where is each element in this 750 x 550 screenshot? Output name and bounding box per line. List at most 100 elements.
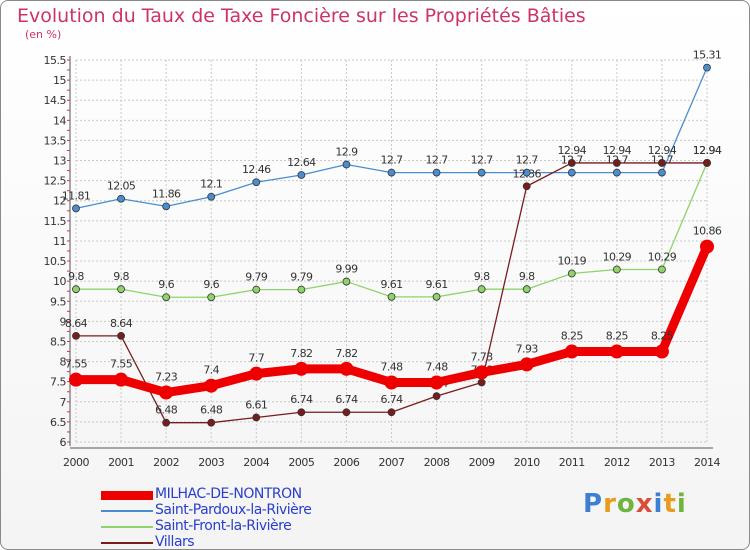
data-point xyxy=(658,168,666,177)
data-point xyxy=(522,285,531,294)
data-label: 12.9 xyxy=(335,146,358,159)
y-tick-label: 14 xyxy=(53,114,66,127)
legend-swatch xyxy=(101,510,153,512)
data-label: 11.86 xyxy=(152,187,181,200)
data-label: 10.86 xyxy=(693,225,722,238)
x-tick-label: 2006 xyxy=(333,456,359,469)
legend-label: Saint-Pardoux-la-Rivière xyxy=(155,502,312,518)
data-point xyxy=(432,292,441,301)
data-point xyxy=(252,285,261,294)
data-point xyxy=(384,375,399,390)
data-point xyxy=(612,265,621,274)
data-point xyxy=(207,192,216,201)
data-label: 8.64 xyxy=(110,317,133,330)
data-point xyxy=(342,408,351,417)
data-label: 12.36 xyxy=(512,167,541,180)
data-label: 12.7 xyxy=(426,154,449,167)
y-tick-label: 13 xyxy=(53,155,66,168)
data-label: 6.74 xyxy=(380,393,403,406)
data-point xyxy=(204,378,219,393)
data-label: 6.74 xyxy=(290,393,313,406)
data-label: 6.48 xyxy=(155,404,178,417)
data-label: 7.55 xyxy=(110,358,133,371)
x-tick-label: 2008 xyxy=(424,456,450,469)
data-point xyxy=(612,159,621,167)
data-point xyxy=(297,285,306,294)
data-point xyxy=(703,63,711,72)
data-point xyxy=(72,285,80,294)
y-tick-label: 7.5 xyxy=(50,376,66,389)
data-label: 7.7 xyxy=(248,352,264,365)
x-tick-label: 2004 xyxy=(243,456,269,469)
data-point xyxy=(117,194,125,203)
data-point xyxy=(519,357,534,372)
chart-subtitle: (en %) xyxy=(25,28,62,41)
data-label: 12.94 xyxy=(693,144,722,157)
data-point xyxy=(387,168,396,177)
data-label: 7.82 xyxy=(290,347,312,360)
data-label: 10.19 xyxy=(558,255,587,268)
data-label: 9.99 xyxy=(335,263,358,276)
data-point xyxy=(69,372,83,387)
y-tick-label: 11.5 xyxy=(44,215,67,228)
data-point xyxy=(117,331,125,340)
data-point xyxy=(703,159,711,167)
data-label: 8.25 xyxy=(651,330,674,343)
x-tick-label: 2005 xyxy=(288,456,314,469)
y-tick-label: 11 xyxy=(53,235,66,248)
data-point xyxy=(72,204,80,213)
data-point xyxy=(72,331,80,340)
y-tick-label: 10 xyxy=(53,275,66,288)
x-tick-label: 2000 xyxy=(63,456,89,469)
x-tick-label: 2013 xyxy=(649,456,675,469)
data-point xyxy=(609,344,624,359)
data-label: 10.29 xyxy=(648,250,677,263)
x-tick-label: 2011 xyxy=(559,456,585,469)
x-tick-label: 2003 xyxy=(198,456,224,469)
y-tick-label: 13.5 xyxy=(44,134,67,147)
chart-title: Evolution du Taux de Taxe Foncière sur l… xyxy=(17,5,586,27)
data-point xyxy=(342,160,351,169)
y-tick-label: 12.5 xyxy=(44,175,67,188)
data-point xyxy=(342,277,351,286)
y-tick-label: 10.5 xyxy=(44,255,67,268)
proxiti-logo: Proxiti xyxy=(583,489,687,519)
data-label: 9.61 xyxy=(380,278,402,291)
y-tick-label: 7 xyxy=(60,396,67,409)
y-tick-label: 8 xyxy=(60,356,67,369)
legend-label: Saint-Front-la-Rivière xyxy=(155,518,292,534)
data-label: 7.48 xyxy=(426,360,449,373)
data-point xyxy=(654,344,669,359)
data-label: 7.55 xyxy=(65,358,88,371)
data-point xyxy=(117,285,125,294)
data-label: 9.8 xyxy=(68,270,84,283)
data-label: 7.93 xyxy=(516,342,539,355)
data-point xyxy=(429,375,444,390)
data-point xyxy=(387,408,396,417)
data-label: 12.7 xyxy=(471,154,494,167)
data-label: 10.29 xyxy=(603,250,632,263)
data-point xyxy=(432,392,441,401)
data-label: 9.79 xyxy=(245,271,268,284)
y-tick-label: 14.5 xyxy=(44,94,67,107)
legend-label: MILHAC-DE-NONTRON xyxy=(155,486,302,502)
data-point xyxy=(658,265,666,274)
y-tick-label: 6.5 xyxy=(50,416,66,429)
data-label: 6.61 xyxy=(245,398,267,411)
x-tick-label: 2010 xyxy=(514,456,540,469)
data-point xyxy=(474,365,489,380)
data-point xyxy=(252,413,261,422)
data-point xyxy=(612,168,621,177)
data-label: 9.6 xyxy=(203,278,219,291)
data-label: 9.8 xyxy=(519,270,535,283)
y-tick-label: 8.5 xyxy=(50,335,66,348)
data-point xyxy=(297,408,306,417)
data-point xyxy=(432,168,441,177)
y-tick-label: 15 xyxy=(53,74,66,87)
data-label: 12.94 xyxy=(693,144,722,157)
y-tick-label: 9.5 xyxy=(50,295,66,308)
data-label: 12.7 xyxy=(516,154,539,167)
data-point xyxy=(339,361,354,376)
x-tick-label: 2007 xyxy=(379,456,405,469)
